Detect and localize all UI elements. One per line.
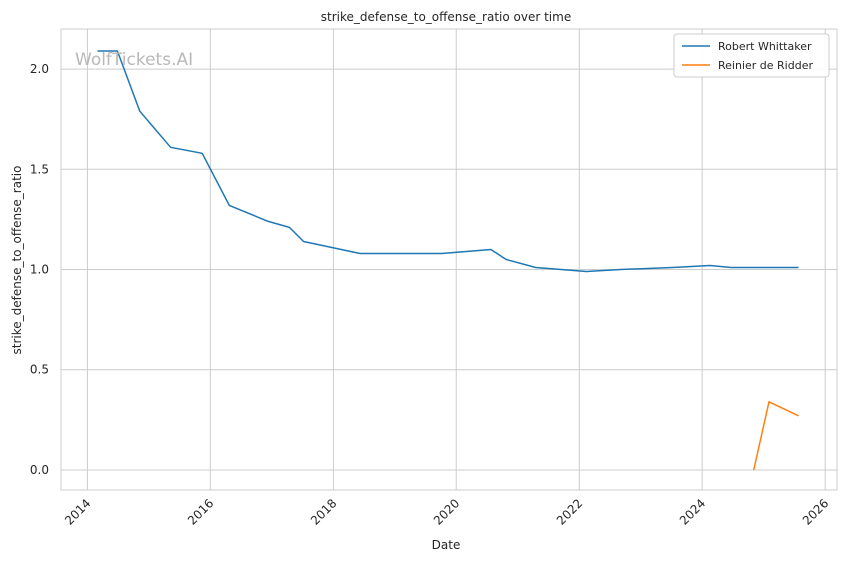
y-axis-label: strike_defense_to_offense_ratio: [10, 166, 24, 355]
y-tick-label: 0.0: [30, 463, 49, 477]
chart-title: strike_defense_to_offense_ratio over tim…: [321, 10, 571, 24]
x-tick-label: 2020: [431, 496, 462, 527]
grid-lines: [61, 29, 837, 490]
x-tick-label: 2026: [800, 496, 831, 527]
y-tick-label: 1.0: [30, 263, 49, 277]
x-tick-label: 2014: [62, 496, 93, 527]
series-lines: [97, 50, 799, 471]
watermark-text: WolfTickets.AI: [75, 50, 193, 70]
legend-box: [673, 33, 830, 78]
x-axis-label: Date: [432, 538, 461, 552]
y-tick-label: 2.0: [30, 62, 49, 76]
y-tick-labels: 0.0 0.5 1.0 1.5 2.0: [30, 62, 49, 477]
x-tick-label: 2022: [554, 496, 585, 527]
plot-frame: [60, 28, 838, 491]
legend-label: Robert Whittaker: [718, 40, 812, 53]
series-line-robert-whittaker: [97, 50, 799, 273]
x-tick-label: 2024: [677, 496, 708, 527]
series-line-reinier-de-ridder: [752, 401, 799, 471]
y-tick-label: 0.5: [30, 363, 49, 377]
legend-label: Reinier de Ridder: [718, 59, 813, 72]
x-tick-label: 2018: [308, 496, 339, 527]
y-tick-label: 1.5: [30, 162, 49, 176]
x-tick-label: 2016: [185, 496, 216, 527]
x-tick-labels: 2014 2016 2018 2020 2022 2024 2026: [62, 496, 831, 527]
legend: Robert Whittaker Reinier de Ridder: [673, 33, 830, 78]
